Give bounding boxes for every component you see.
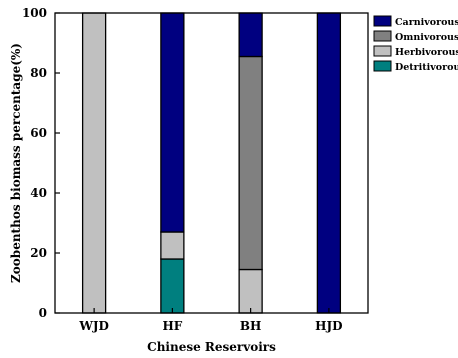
y-tick-label: 0 (39, 306, 47, 320)
bars-layer (81, 12, 342, 314)
bar-hf-herbivorous (160, 231, 185, 260)
y-axis: 0 20 40 60 80 100 (22, 6, 60, 320)
x-tick-label: HJD (315, 319, 342, 333)
x-axis: WJD HF BH HJD (78, 308, 343, 333)
legend-label-carnivorous: Carnivorous (395, 17, 458, 28)
bar-hf-carnivorous (160, 12, 185, 233)
x-axis-title: Chinese Reservoirs (147, 340, 276, 354)
bar-hjd-carnivorous (316, 12, 342, 314)
legend-label-detritivorous: Detritivorous (395, 62, 458, 73)
bar-hf-detritivorous (160, 258, 185, 314)
y-tick-label: 60 (30, 126, 47, 140)
plot-frame (54, 12, 369, 314)
x-tick-label: HF (162, 319, 182, 333)
y-tick-label: 20 (30, 246, 47, 260)
x-tick-label: WJD (78, 319, 109, 333)
y-tick-label: 100 (22, 6, 47, 20)
legend-swatch-detritivorous (373, 60, 392, 72)
legend-swatch-carnivorous (373, 15, 392, 27)
legend-swatch-herbivorous (373, 45, 392, 57)
x-tick-label: BH (240, 319, 261, 333)
legend-label-herbivorous: Herbivorous (395, 47, 458, 58)
bar-bh-carnivorous (238, 12, 263, 58)
legend-label-omnivorous: Omnivorous (395, 32, 458, 43)
bar-bh-omnivorous (238, 55, 263, 271)
bar-bh-herbivorous (238, 268, 263, 314)
y-tick-label: 40 (30, 186, 47, 200)
legend: Carnivorous Omnivorous Herbivorous Detritiv… (373, 15, 458, 73)
bar-wjd-herbivorous (81, 12, 107, 314)
legend-swatch-omnivorous (373, 30, 392, 42)
y-axis-title: Zoobenthos biomass percentage(%) (9, 43, 23, 283)
y-tick-label: 80 (30, 66, 47, 80)
